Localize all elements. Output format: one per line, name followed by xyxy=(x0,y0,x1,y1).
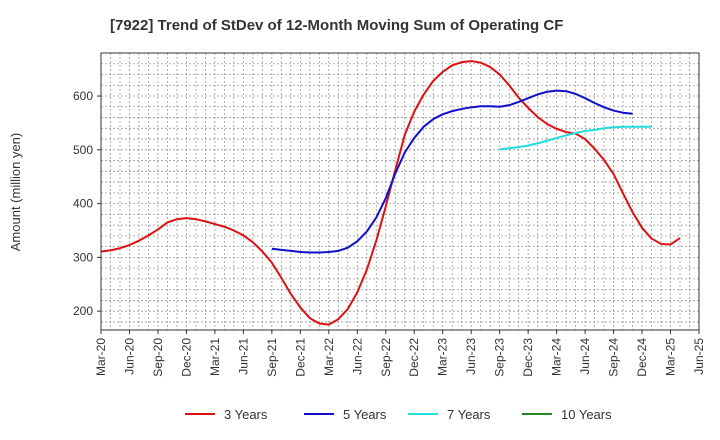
x-tick-label: Sep-21 xyxy=(265,338,279,377)
x-tick-label: Jun-23 xyxy=(464,338,478,375)
y-tick-label: 200 xyxy=(73,304,93,318)
y-tick-label: 600 xyxy=(73,89,93,103)
y-tick-label: 400 xyxy=(73,197,93,211)
x-tick-label: Sep-23 xyxy=(493,338,507,377)
x-tick-label: Jun-25 xyxy=(692,338,706,375)
x-tick-label: Mar-24 xyxy=(550,338,564,376)
x-tick-label: Dec-21 xyxy=(293,338,307,377)
x-tick-label: Jun-21 xyxy=(236,338,250,375)
x-tick-label: Jun-24 xyxy=(578,338,592,375)
y-tick-label: 500 xyxy=(73,143,93,157)
x-tick-label: Mar-20 xyxy=(94,338,108,376)
x-tick-label: Dec-23 xyxy=(521,338,535,377)
x-tick-label: Mar-25 xyxy=(664,338,678,376)
y-axis-label: Amount (million yen) xyxy=(8,133,23,252)
x-tick-label: Dec-24 xyxy=(635,338,649,377)
y-tick-label: 300 xyxy=(73,250,93,264)
x-tick-label: Sep-22 xyxy=(379,338,393,377)
x-tick-label: Mar-23 xyxy=(436,338,450,376)
x-tick-label: Jun-22 xyxy=(350,338,364,375)
x-tick-label: Dec-22 xyxy=(407,338,421,377)
chart: [7922] Trend of StDev of 12-Month Moving… xyxy=(0,0,720,440)
x-tick-label: Jun-20 xyxy=(122,338,136,375)
x-tick-label: Dec-20 xyxy=(179,338,193,377)
x-tick-label: Mar-21 xyxy=(208,338,222,376)
x-tick-label: Sep-24 xyxy=(607,338,621,377)
legend-label: 3 Years xyxy=(224,407,268,422)
chart-title: [7922] Trend of StDev of 12-Month Moving… xyxy=(110,17,563,34)
legend-label: 5 Years xyxy=(343,407,387,422)
legend-label: 10 Years xyxy=(561,407,612,422)
legend-label: 7 Years xyxy=(447,407,491,422)
x-tick-label: Mar-22 xyxy=(322,338,336,376)
x-tick-label: Sep-20 xyxy=(151,338,165,377)
